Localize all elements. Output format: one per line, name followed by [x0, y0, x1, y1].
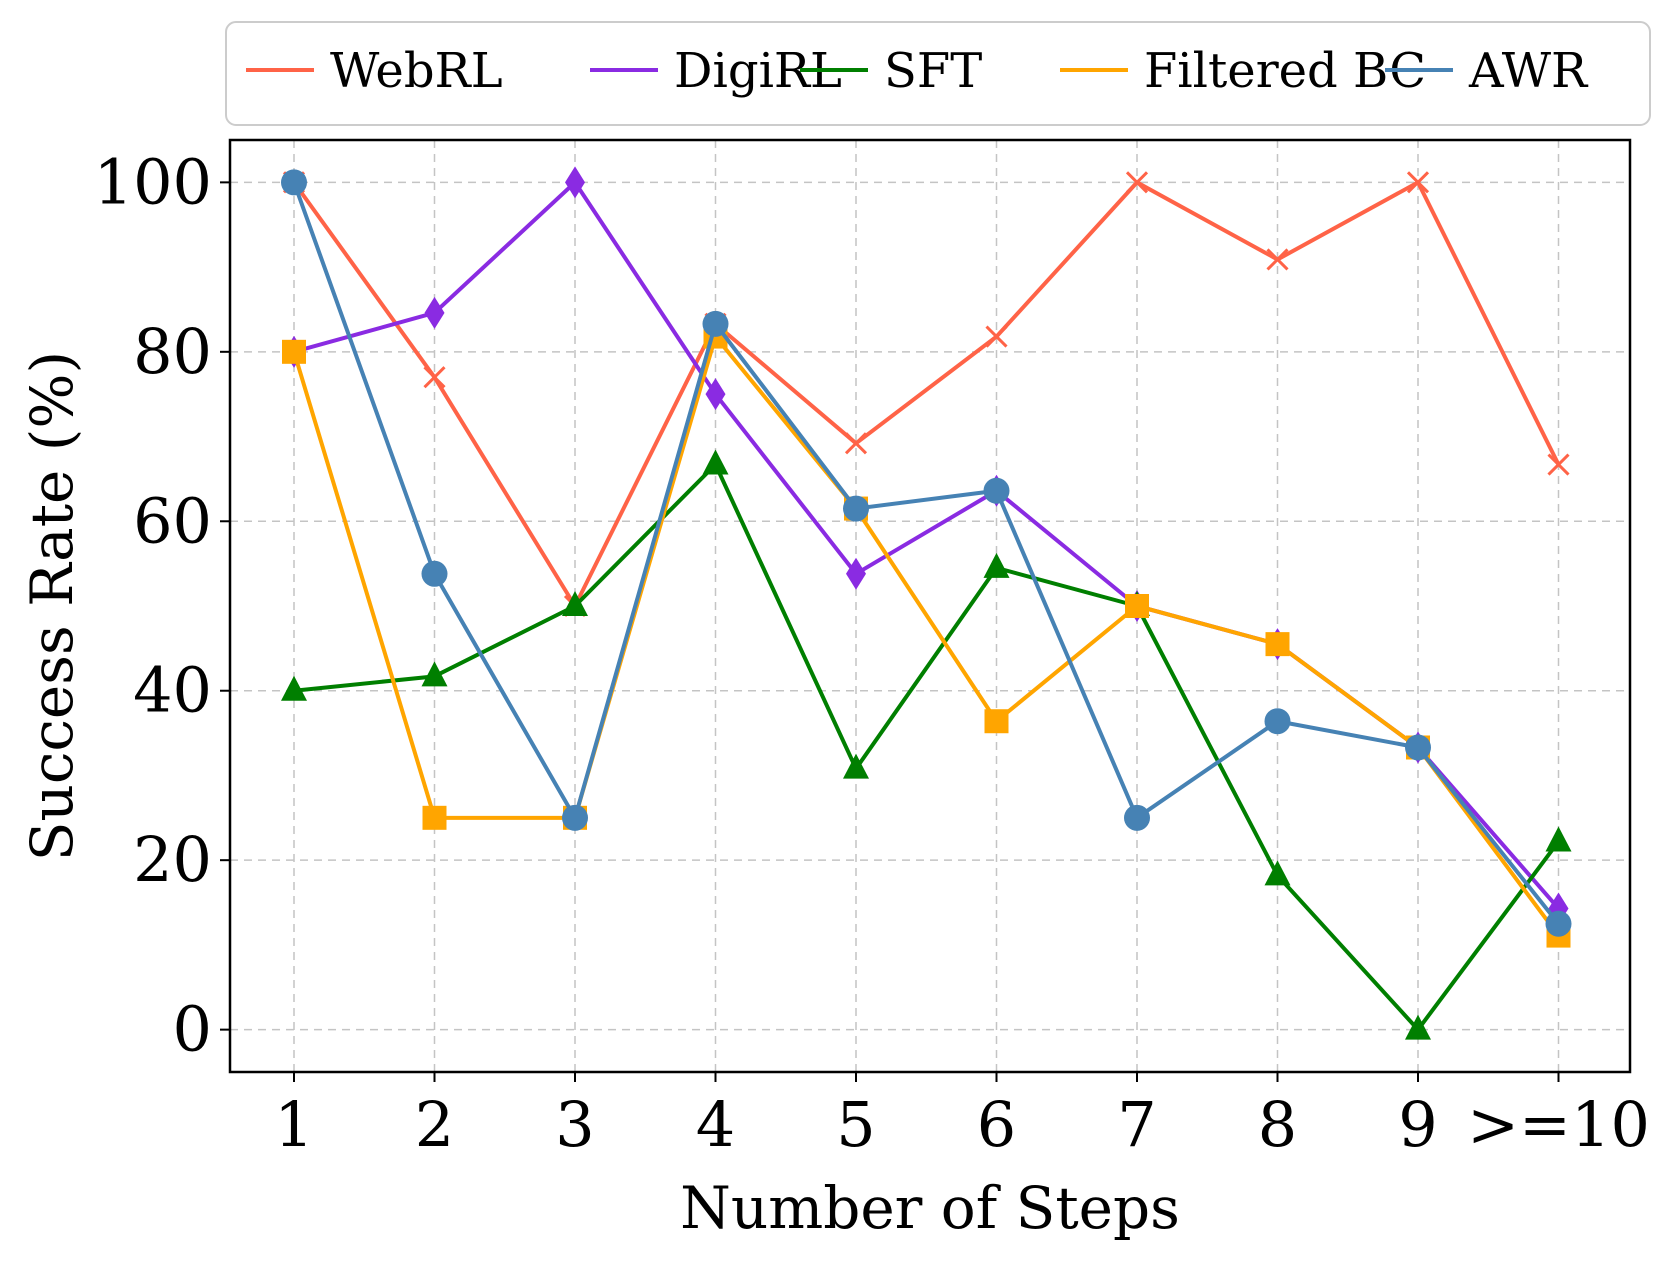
grid	[230, 140, 1630, 1072]
data-point-awr	[281, 169, 307, 196]
data-point-filtered-bc	[1265, 632, 1290, 657]
data-point-webrl	[1406, 171, 1430, 194]
legend-frame	[225, 21, 1651, 126]
plot-frame	[228, 138, 1632, 1074]
legend-label: SFT	[884, 43, 982, 99]
y-tick-label: 20	[133, 823, 212, 896]
axis-ticks: 1 2 3 4 5 6 7 8 9 >=10 0 20 40 60 80 100	[94, 145, 1650, 1161]
data-point-awr	[1264, 708, 1291, 735]
data-point-webrl	[1547, 453, 1570, 476]
x-tick-label: 4	[696, 1088, 735, 1161]
legend: WebRL DigiRL SFT Filtered BC AWR	[225, 21, 1651, 126]
data-point-sft	[1405, 1014, 1431, 1040]
data-point-awr	[1545, 910, 1572, 937]
data-point-awr	[983, 477, 1010, 504]
x-tick-label: >=10	[1467, 1088, 1650, 1161]
data-point-webrl	[1125, 171, 1149, 194]
y-tick-label: 100	[94, 145, 212, 218]
series-line-webrl	[292, 180, 1561, 608]
y-tick-label: 60	[133, 484, 212, 557]
data-point-webrl	[423, 366, 446, 389]
data-point-digirl	[846, 557, 866, 590]
data-point-awr	[702, 310, 729, 337]
y-tick-label: 80	[133, 315, 212, 388]
data-point-awr	[562, 804, 588, 831]
series-line-filtered-bc	[292, 334, 1561, 937]
legend-item-awr: AWR	[1385, 43, 1589, 99]
x-tick-label: 1	[274, 1088, 313, 1161]
data-point-awr	[1124, 804, 1150, 831]
x-tick-label: 2	[415, 1088, 454, 1161]
data-point-webrl	[844, 432, 868, 455]
legend-item-filtered-bc: Filtered BC	[1060, 43, 1426, 99]
data-point-digirl	[705, 378, 726, 411]
data-point-awr	[843, 495, 869, 522]
data-point-filtered-bc	[984, 709, 1009, 734]
data-point-filtered-bc	[422, 805, 447, 830]
series-line-awr	[292, 181, 1561, 925]
x-tick-label: 9	[1398, 1088, 1437, 1161]
data-point-digirl	[565, 166, 585, 199]
legend-item-webrl: WebRL	[246, 43, 503, 99]
y-tick-label: 40	[133, 654, 212, 727]
data-point-sft	[702, 449, 729, 475]
data-point-filtered-bc	[282, 339, 306, 364]
y-tick-label: 0	[173, 993, 212, 1066]
series-layer	[281, 166, 1572, 1040]
data-point-filtered-bc	[1125, 594, 1149, 618]
series-awr	[281, 169, 1572, 937]
legend-label: WebRL	[330, 43, 503, 99]
x-axis-title: Number of Steps	[680, 1174, 1180, 1242]
data-point-sft	[983, 552, 1010, 578]
data-point-sft	[281, 675, 307, 701]
data-point-webrl	[1266, 248, 1289, 271]
data-point-digirl	[424, 296, 445, 329]
data-point-sft	[1545, 826, 1572, 852]
legend-item-sft: SFT	[800, 43, 982, 99]
legend-label: AWR	[1468, 43, 1589, 99]
x-tick-label: 6	[977, 1088, 1016, 1161]
series-line-sft	[293, 462, 1561, 1032]
y-axis-title: Success Rate (%)	[18, 351, 86, 861]
x-tick-label: 5	[836, 1088, 875, 1161]
x-tick-label: 7	[1117, 1088, 1156, 1161]
data-point-sft	[421, 661, 448, 687]
data-point-sft	[562, 591, 588, 616]
legend-label: Filtered BC	[1144, 43, 1426, 99]
data-point-awr	[421, 560, 448, 587]
data-point-sft	[843, 753, 869, 779]
x-tick-label: 3	[555, 1088, 594, 1161]
data-point-webrl	[985, 325, 1008, 348]
series-sft	[281, 449, 1572, 1040]
data-point-awr	[1405, 734, 1431, 761]
data-point-sft	[1264, 860, 1291, 886]
x-tick-label: 8	[1258, 1088, 1297, 1161]
